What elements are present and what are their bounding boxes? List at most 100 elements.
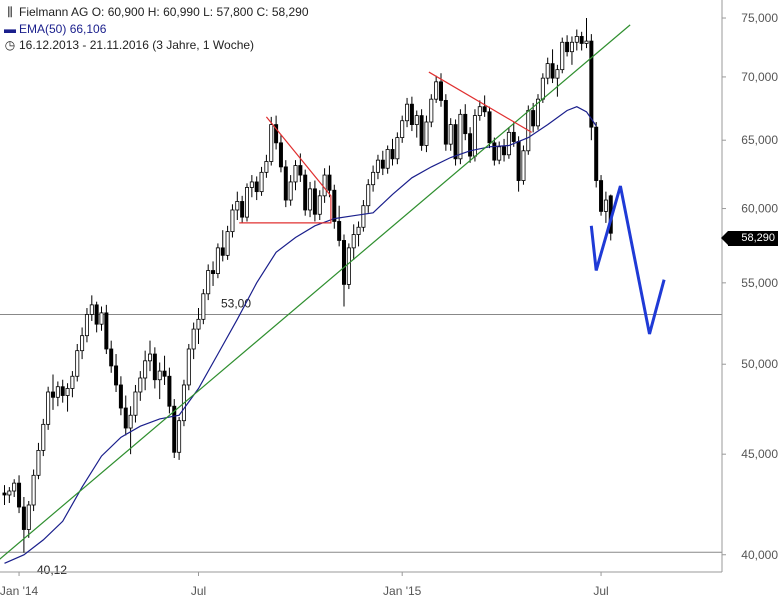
candle-body bbox=[516, 141, 521, 181]
candle-body bbox=[254, 181, 259, 193]
candle-body bbox=[468, 133, 473, 157]
candle-body bbox=[269, 124, 274, 162]
candle-body bbox=[123, 407, 128, 429]
candle-body bbox=[220, 247, 225, 256]
x-tick-label: Jul bbox=[191, 584, 206, 598]
candle-body bbox=[506, 131, 511, 156]
candle-body bbox=[579, 36, 584, 44]
candle-body bbox=[395, 137, 400, 160]
ema-value: 66,106 bbox=[69, 22, 107, 36]
ohlc-text: Fielmann AG O: 60,900 H: 60,990 L: 57,80… bbox=[19, 5, 309, 19]
candle-body bbox=[211, 270, 216, 274]
candle-body bbox=[75, 350, 80, 377]
candle-body bbox=[147, 353, 152, 362]
candle-body bbox=[531, 110, 536, 127]
candle-body bbox=[143, 360, 148, 379]
candle-body bbox=[293, 165, 298, 183]
candle-body bbox=[89, 304, 94, 315]
y-tick-label: 75,000 bbox=[741, 11, 778, 25]
candle-body bbox=[51, 391, 56, 398]
candle-body bbox=[346, 247, 351, 285]
candle-body bbox=[385, 149, 390, 169]
candle-body bbox=[186, 348, 191, 386]
candle-body bbox=[555, 69, 560, 79]
candle-body bbox=[80, 335, 85, 352]
candle-body bbox=[332, 189, 337, 222]
candle-body bbox=[235, 201, 240, 211]
candle-body bbox=[569, 41, 574, 53]
ema50-line bbox=[4, 106, 597, 564]
candle-body bbox=[133, 391, 138, 416]
candle-body bbox=[540, 77, 545, 100]
candle-body bbox=[31, 474, 36, 506]
candle-body bbox=[46, 391, 51, 425]
candle-body bbox=[594, 126, 599, 181]
candle-body bbox=[298, 165, 303, 176]
candle-body bbox=[162, 370, 167, 377]
level-label: 40,12 bbox=[37, 563, 67, 577]
candle-body bbox=[482, 106, 487, 113]
candle-body bbox=[118, 384, 123, 409]
candle-body bbox=[215, 247, 220, 274]
candle-body bbox=[322, 174, 327, 197]
candle-body bbox=[191, 328, 196, 350]
candle-body bbox=[303, 174, 308, 211]
candle-body bbox=[84, 314, 89, 337]
candle-body bbox=[409, 103, 414, 125]
candle-body bbox=[589, 40, 594, 128]
candle-body bbox=[424, 121, 429, 146]
x-tick-label: Jul bbox=[593, 584, 608, 598]
candle-body bbox=[400, 120, 405, 138]
candle-body bbox=[167, 375, 172, 407]
candle-body bbox=[565, 41, 570, 53]
candle-body bbox=[434, 81, 439, 100]
candle-body bbox=[7, 490, 12, 496]
y-tick-label: 45,000 bbox=[741, 447, 778, 461]
y-tick-label: 65,000 bbox=[741, 133, 778, 147]
candle-body bbox=[308, 188, 313, 211]
date-range: 16.12.2013 - 21.11.2016 (3 Jahre, 1 Woch… bbox=[19, 38, 255, 52]
candle-body bbox=[274, 124, 279, 144]
candle-body bbox=[327, 174, 332, 191]
candle-body bbox=[560, 41, 565, 71]
candle-body bbox=[356, 226, 361, 235]
candle-body bbox=[603, 199, 608, 212]
candle-body bbox=[405, 103, 410, 122]
candle-body bbox=[574, 36, 579, 43]
candle-body bbox=[371, 171, 376, 186]
candlestick-icon: ⫼ bbox=[7, 5, 13, 19]
x-tick-label: Jan '15 bbox=[383, 584, 422, 598]
candle-body bbox=[196, 318, 201, 330]
candle-body bbox=[477, 106, 482, 117]
candle-body bbox=[70, 375, 75, 389]
candle-body bbox=[41, 423, 46, 451]
candle-body bbox=[550, 63, 555, 79]
candlesticks bbox=[2, 18, 613, 553]
candle-body bbox=[390, 149, 395, 160]
candle-body bbox=[419, 115, 424, 146]
candle-body bbox=[264, 161, 269, 173]
candle-body bbox=[361, 205, 366, 228]
candle-body bbox=[584, 40, 589, 44]
candle-body bbox=[487, 111, 492, 144]
candle-body bbox=[244, 187, 249, 218]
range-header: ◷ 16.12.2013 - 21.11.2016 (3 Jahre, 1 Woc… bbox=[4, 38, 254, 52]
candle-body bbox=[341, 240, 346, 285]
candle-body bbox=[317, 195, 322, 215]
ema-label: EMA(50) bbox=[19, 22, 67, 36]
candle-body bbox=[521, 150, 526, 181]
drawing-overlays bbox=[0, 24, 666, 560]
candle-body bbox=[375, 159, 380, 173]
candle-body bbox=[2, 492, 7, 496]
candle-body bbox=[128, 414, 133, 429]
y-tick-label: 55,000 bbox=[741, 276, 778, 290]
candle-body bbox=[312, 188, 317, 215]
candle-body bbox=[380, 159, 385, 169]
candle-body bbox=[366, 184, 371, 207]
candle-body bbox=[109, 348, 114, 367]
candle-body bbox=[177, 420, 182, 453]
candle-body bbox=[492, 142, 497, 161]
projection-path bbox=[589, 185, 666, 335]
candle-body bbox=[278, 142, 283, 168]
